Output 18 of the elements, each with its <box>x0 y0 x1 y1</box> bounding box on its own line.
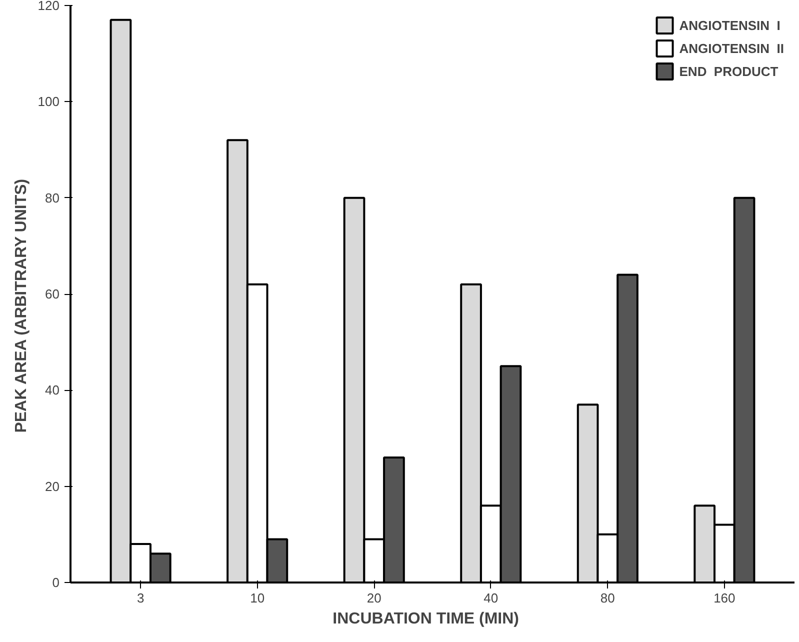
legend-label: ANGIOTENSIN II <box>679 40 784 56</box>
x-tick-label: 3 <box>136 590 144 606</box>
legend-label: ANGIOTENSIN I <box>679 18 780 32</box>
x-tick-label: 40 <box>484 590 498 606</box>
legend-label: END PRODUCT <box>679 64 778 78</box>
y-tick-label: 60 <box>45 286 60 302</box>
y-tick-label: 100 <box>38 94 60 110</box>
y-tick-label: 20 <box>45 478 60 494</box>
x-tick-label: 80 <box>600 590 615 606</box>
x-tick-label: 160 <box>714 590 736 606</box>
x-tick-label: 10 <box>250 590 265 606</box>
y-tick-label: 0 <box>52 575 60 590</box>
x-tick-label: 20 <box>366 590 382 606</box>
y-axis-title: PEAK AREA (ARBITRARY UNITS) <box>12 178 30 433</box>
y-tick-label: 80 <box>45 190 60 206</box>
y-tick-label: 120 <box>38 0 60 13</box>
x-axis-title: INCUBATION TIME (MIN) <box>332 610 520 628</box>
y-tick-label: 40 <box>45 382 60 398</box>
